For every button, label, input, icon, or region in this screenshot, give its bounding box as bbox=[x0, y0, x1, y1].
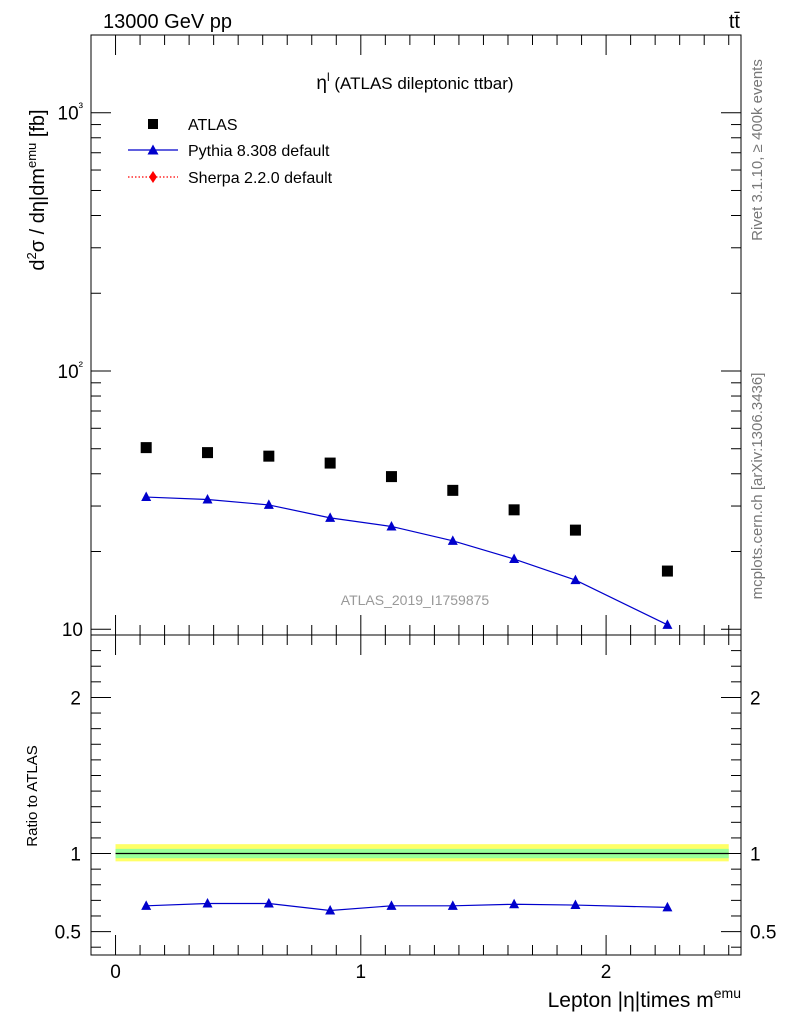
main-y-tick-labels: 10 10² 10³ bbox=[58, 100, 84, 642]
x-tick-label: 1 bbox=[356, 962, 367, 983]
data-point-pythia bbox=[662, 619, 673, 629]
ratio-point-pythia bbox=[509, 898, 520, 909]
legend-entry: Pythia 8.308 default bbox=[128, 143, 330, 160]
ratio-axis-ticks bbox=[90, 635, 741, 955]
ratio-y-tick-label-right: 2 bbox=[750, 688, 761, 709]
legend-label: Pythia 8.308 default bbox=[188, 143, 330, 160]
side-text-rivet: Rivet 3.1.10, ≥ 400k events bbox=[749, 59, 766, 241]
ratio-point-pythia bbox=[570, 899, 581, 910]
data-point-pythia bbox=[202, 493, 213, 504]
main-panel: 10 10² 10³ ATLAS_2019_I1759875 ηl (ATLAS d… bbox=[24, 34, 742, 642]
ratio-panel: 0.5 0.5 1 1 2 2 0 1 2 Ratio to ATLAS Lepton |η|t… bbox=[24, 634, 777, 1012]
legend-marker-diamond bbox=[149, 171, 157, 183]
main-y-axis-label: d2σ / dη|dmemu [fb] bbox=[24, 109, 49, 270]
main-y-tick-label: 10³ bbox=[58, 100, 84, 125]
legend-label: Sherpa 2.2.0 default bbox=[188, 170, 333, 187]
ratio-y-tick-label-right: 1 bbox=[750, 845, 761, 866]
chart-title: ηl (ATLAS dileptonic ttbar) bbox=[316, 70, 513, 94]
ratio-point-pythia bbox=[202, 897, 213, 908]
data-point-atlas bbox=[661, 565, 673, 577]
legend-entry: ATLAS bbox=[148, 117, 238, 134]
data-point-atlas bbox=[569, 524, 581, 536]
data-point-pythia bbox=[325, 512, 336, 522]
analysis-watermark: ATLAS_2019_I1759875 bbox=[341, 592, 490, 608]
data-point-pythia bbox=[263, 499, 274, 509]
header-process-label: tt̄ bbox=[729, 11, 741, 33]
ratio-y-axis-label: Ratio to ATLAS bbox=[24, 745, 41, 846]
main-series bbox=[140, 442, 673, 629]
ratio-y-tick-label-right: 0.5 bbox=[750, 923, 776, 944]
data-point-atlas bbox=[263, 450, 275, 462]
ratio-panel-frame bbox=[90, 634, 742, 956]
ratio-y-tick-label-left: 1 bbox=[70, 845, 81, 866]
legend-marker-triangle bbox=[147, 144, 159, 155]
legend-label: ATLAS bbox=[188, 117, 238, 134]
ratio-y-tick-label-left: 2 bbox=[70, 688, 81, 709]
data-point-atlas bbox=[385, 471, 397, 483]
data-point-pythia bbox=[386, 520, 397, 531]
ratio-bands bbox=[115, 844, 729, 862]
data-point-atlas bbox=[324, 457, 336, 469]
ratio-point-pythia bbox=[662, 901, 673, 912]
side-text-mcplots: mcplots.cern.ch [arXiv:1306.3436] bbox=[749, 373, 766, 600]
ratio-point-pythia bbox=[263, 897, 274, 908]
data-point-atlas bbox=[447, 484, 459, 496]
data-point-pythia bbox=[447, 535, 458, 545]
ratio-tick-labels: 0.5 0.5 1 1 2 2 0 1 2 bbox=[55, 688, 777, 983]
legend-entry: Sherpa 2.2.0 default bbox=[128, 170, 333, 187]
x-tick-label: 2 bbox=[601, 962, 612, 983]
x-tick-label: 0 bbox=[110, 962, 121, 983]
data-point-atlas bbox=[508, 504, 520, 516]
x-axis-label: Lepton |η|times memu bbox=[548, 985, 741, 1012]
legend-marker-square bbox=[148, 119, 158, 129]
data-point-atlas bbox=[140, 442, 152, 454]
ratio-point-pythia bbox=[386, 900, 397, 910]
main-y-tick-label: 10² bbox=[58, 358, 84, 383]
ratio-point-pythia bbox=[325, 905, 336, 915]
legend: ATLAS Pythia 8.308 default Sherpa 2.2.0 de… bbox=[128, 117, 333, 187]
main-y-tick-label: 10 bbox=[62, 620, 83, 641]
ratio-point-pythia bbox=[141, 900, 152, 910]
data-point-pythia bbox=[570, 574, 581, 585]
data-point-pythia bbox=[509, 553, 520, 564]
ratio-line-pythia bbox=[146, 902, 668, 912]
ratio-point-pythia bbox=[447, 900, 458, 910]
ratio-series bbox=[141, 897, 673, 915]
header-energy-label: 13000 GeV pp bbox=[103, 11, 232, 33]
data-point-atlas bbox=[202, 447, 214, 459]
ratio-y-tick-label-left: 0.5 bbox=[55, 923, 81, 944]
data-point-pythia bbox=[141, 491, 152, 502]
main-axis-ticks bbox=[90, 34, 741, 635]
